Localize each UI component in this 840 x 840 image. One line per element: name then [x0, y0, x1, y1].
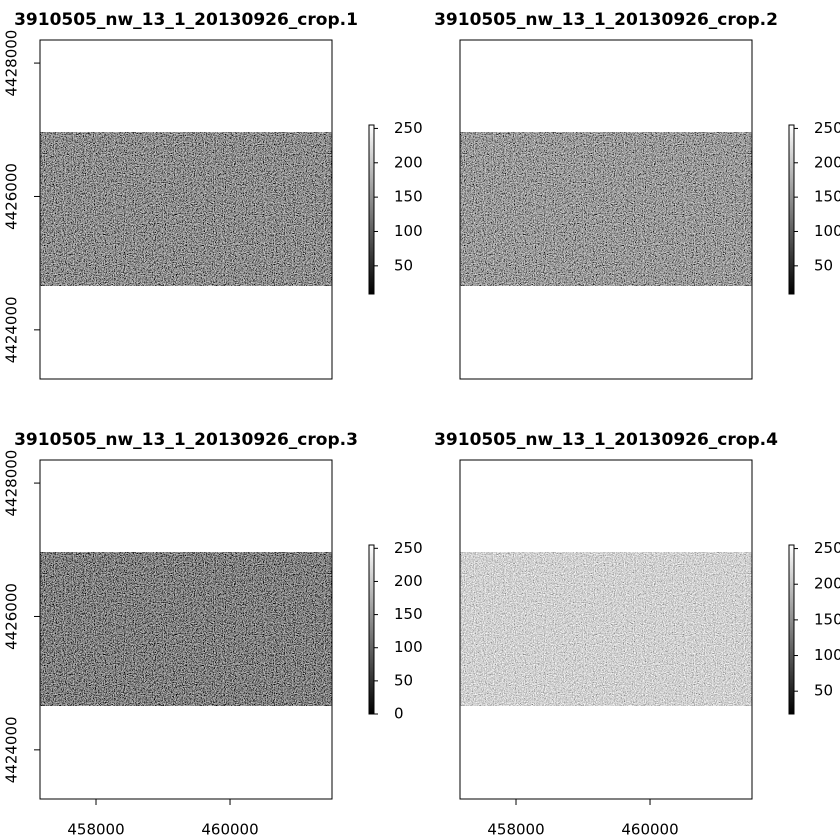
panel: 3910505_nw_13_1_20130926_crop.3 4424000 44…	[3, 430, 423, 839]
y-tick-label: 4426000	[3, 583, 21, 650]
colorbar-tick-label: 250	[394, 539, 423, 557]
colorbar-tick-label: 250	[814, 119, 840, 137]
colorbar-tick-label: 100	[394, 638, 423, 656]
y-tick-label: 4428000	[3, 30, 21, 97]
colorbar-tick-label: 150	[394, 188, 423, 206]
x-tick-label: 460000	[621, 821, 678, 839]
colorbar-tick-label: 150	[814, 610, 840, 628]
x-tick-label: 458000	[67, 821, 124, 839]
plot-frame	[39, 39, 333, 380]
colorbar-tick-label: 100	[814, 222, 840, 240]
panel-title: 3910505_nw_13_1_20130926_crop.1	[14, 10, 358, 30]
panel: 3910505_nw_13_1_20130926_crop.2 50 100 150 2…	[434, 10, 840, 380]
colorbar-tick-label: 50	[394, 671, 413, 689]
y-tick-label: 4428000	[3, 450, 21, 517]
raster-image	[40, 132, 332, 286]
colorbar-tick-label: 100	[394, 222, 423, 240]
panel: 3910505_nw_13_1_20130926_crop.1 4424000 44…	[3, 10, 423, 380]
colorbar	[788, 124, 795, 295]
raster-image	[460, 132, 752, 286]
y-tick-label: 4424000	[3, 296, 21, 363]
plot-frame	[459, 459, 753, 800]
colorbar-tick-label: 50	[814, 256, 833, 274]
plot-frame	[459, 39, 753, 380]
colorbar-tick-label: 50	[814, 682, 833, 700]
colorbar-tick-label: 200	[394, 153, 423, 171]
raster-image	[40, 552, 332, 706]
colorbar	[368, 544, 375, 715]
colorbar	[788, 544, 795, 715]
colorbar-tick-label: 250	[814, 539, 840, 557]
panel: 3910505_nw_13_1_20130926_crop.4 458000 460…	[434, 430, 840, 839]
colorbar-tick-label: 100	[814, 646, 840, 664]
colorbar-tick-label: 200	[814, 575, 840, 593]
colorbar-tick-label: 150	[814, 188, 840, 206]
panel-title: 3910505_nw_13_1_20130926_crop.4	[434, 430, 778, 450]
x-tick-label: 458000	[487, 821, 544, 839]
colorbar-tick-label: 50	[394, 256, 413, 274]
colorbar-tick-label: 250	[394, 119, 423, 137]
x-tick-label: 460000	[201, 821, 258, 839]
y-tick-label: 4426000	[3, 163, 21, 230]
panel-title: 3910505_nw_13_1_20130926_crop.3	[14, 430, 358, 450]
plot-frame	[39, 459, 333, 800]
colorbar-tick-label: 0	[394, 705, 404, 723]
colorbar-tick-label: 200	[814, 153, 840, 171]
raster-image	[460, 552, 752, 706]
colorbar-tick-label: 150	[394, 605, 423, 623]
y-tick-label: 4424000	[3, 716, 21, 783]
panel-title: 3910505_nw_13_1_20130926_crop.2	[434, 10, 778, 30]
colorbar-tick-label: 200	[394, 572, 423, 590]
colorbar	[368, 124, 375, 295]
